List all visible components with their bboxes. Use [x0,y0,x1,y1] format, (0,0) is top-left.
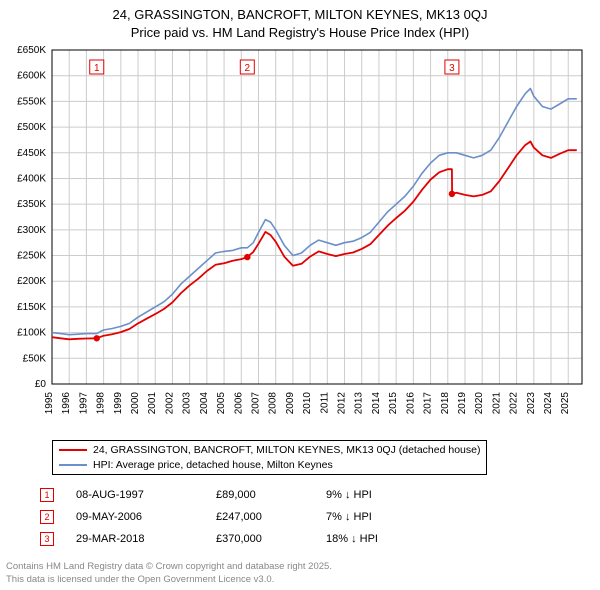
svg-text:£350K: £350K [17,199,46,210]
sale-row: 2 09-MAY-2006£247,0007% ↓ HPI [40,506,446,528]
svg-text:2004: 2004 [199,392,210,414]
sale-price: £370,000 [216,533,326,545]
svg-text:£0: £0 [35,379,47,390]
attribution-line2: This data is licensed under the Open Gov… [6,574,332,586]
svg-text:2009: 2009 [285,392,296,414]
chart-title: 24, GRASSINGTON, BANCROFT, MILTON KEYNES… [0,0,600,41]
attribution-line1: Contains HM Land Registry data © Crown c… [6,561,332,573]
legend-swatch [59,449,87,451]
svg-text:2002: 2002 [164,392,175,414]
svg-text:£650K: £650K [17,45,46,56]
svg-text:2: 2 [245,63,251,74]
svg-text:2021: 2021 [491,392,502,414]
sale-date: 29-MAR-2018 [76,533,216,545]
svg-text:2007: 2007 [250,392,261,414]
sale-marker: 3 [40,532,54,546]
sale-diff: 7% ↓ HPI [326,511,446,523]
sale-price: £89,000 [216,489,326,501]
svg-text:£200K: £200K [17,276,46,287]
sale-marker: 1 [40,488,54,502]
svg-text:£400K: £400K [17,173,46,184]
svg-text:£50K: £50K [23,353,47,364]
sale-date: 08-AUG-1997 [76,489,216,501]
svg-text:1998: 1998 [96,392,107,414]
sale-price: £247,000 [216,511,326,523]
svg-text:1999: 1999 [113,392,124,414]
svg-text:£600K: £600K [17,71,46,82]
svg-text:2017: 2017 [423,392,434,414]
sale-row: 1 08-AUG-1997£89,0009% ↓ HPI [40,484,446,506]
svg-text:1995: 1995 [44,392,55,414]
svg-text:2012: 2012 [337,392,348,414]
svg-text:£500K: £500K [17,122,46,133]
svg-text:2010: 2010 [302,392,313,414]
legend-item: HPI: Average price, detached house, Milt… [59,458,480,473]
sales-table: 1 08-AUG-1997£89,0009% ↓ HPI 2 09-MAY-2006£… [40,484,446,550]
legend: 24, GRASSINGTON, BANCROFT, MILTON KEYNES… [52,440,487,475]
chart-plot: £0 £50K £100K £150K £200K £250K £300K £350K £400… [0,44,600,414]
sale-diff: 18% ↓ HPI [326,533,446,545]
legend-label: HPI: Average price, detached house, Milt… [93,458,333,473]
svg-text:1: 1 [94,63,100,74]
svg-text:2016: 2016 [405,392,416,414]
sale-marker: 2 [40,510,54,524]
svg-text:£550K: £550K [17,96,46,107]
svg-text:£450K: £450K [17,148,46,159]
svg-text:2018: 2018 [440,392,451,414]
svg-text:2022: 2022 [509,392,520,414]
svg-text:2025: 2025 [560,392,571,414]
svg-text:1996: 1996 [61,392,72,414]
title-line2: Price paid vs. HM Land Registry's House … [0,24,600,42]
svg-text:2000: 2000 [130,392,141,414]
sale-row: 3 29-MAR-2018£370,00018% ↓ HPI [40,528,446,550]
svg-text:2005: 2005 [216,392,227,414]
legend-swatch [59,464,87,466]
svg-text:2023: 2023 [526,392,537,414]
svg-text:£100K: £100K [17,328,46,339]
svg-text:2024: 2024 [543,392,554,414]
svg-text:£150K: £150K [17,302,46,313]
svg-text:2001: 2001 [147,392,158,414]
sale-diff: 9% ↓ HPI [326,489,446,501]
svg-text:2020: 2020 [474,392,485,414]
svg-text:2019: 2019 [457,392,468,414]
legend-label: 24, GRASSINGTON, BANCROFT, MILTON KEYNES… [93,443,480,458]
svg-text:£250K: £250K [17,251,46,262]
svg-text:2003: 2003 [182,392,193,414]
attribution: Contains HM Land Registry data © Crown c… [6,561,332,586]
svg-text:1997: 1997 [78,392,89,414]
svg-text:3: 3 [449,63,455,74]
svg-text:£300K: £300K [17,225,46,236]
chart-svg: £0 £50K £100K £150K £200K £250K £300K £350K £400… [0,44,600,414]
svg-text:2013: 2013 [354,392,365,414]
svg-text:2008: 2008 [268,392,279,414]
legend-item: 24, GRASSINGTON, BANCROFT, MILTON KEYNES… [59,443,480,458]
svg-text:2014: 2014 [371,392,382,414]
sale-date: 09-MAY-2006 [76,511,216,523]
svg-text:2011: 2011 [319,392,330,414]
svg-text:2006: 2006 [233,392,244,414]
title-line1: 24, GRASSINGTON, BANCROFT, MILTON KEYNES… [0,6,600,24]
svg-text:2015: 2015 [388,392,399,414]
